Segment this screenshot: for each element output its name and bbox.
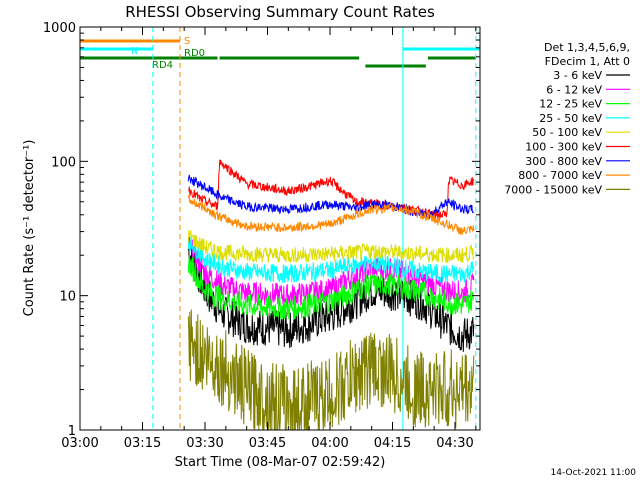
- legend-header-line-2: FDecim 1, Att 0: [545, 55, 630, 68]
- y-axis: 1 10 100 1000: [43, 21, 480, 439]
- x-tick-label: 03:30: [186, 436, 223, 451]
- event-markers: [152, 27, 477, 430]
- x-tick-label: 04:00: [311, 436, 348, 451]
- series-line-300-800-kev: [187, 174, 475, 220]
- legend-label-50-100-kev: 50 - 100 keV: [532, 126, 602, 139]
- x-tick-label: 03:00: [61, 436, 98, 451]
- legend-header-line-1: Det 1,3,4,5,6,9,: [544, 41, 630, 54]
- y-tick-label: 10: [59, 290, 76, 305]
- x-axis: 03:00 03:15 03:30 03:45 04:00 04:15 04:30: [61, 27, 477, 451]
- x-axis-label: Start Time (08-Mar-07 02:59:42): [175, 455, 386, 470]
- series-line-25-50-kev: [187, 234, 475, 283]
- legend-label-6-12-kev: 6 - 12 keV: [546, 83, 602, 96]
- legend-label-300-800-kev: 300 - 800 keV: [525, 155, 602, 168]
- series-lines: [187, 159, 475, 431]
- legend-label-3-6-kev: 3 - 6 keV: [553, 69, 602, 82]
- series-line-7000-15000-kev: [187, 309, 475, 431]
- flag-rd0-label: RD0: [184, 48, 205, 59]
- legend-label-12-25-kev: 12 - 25 keV: [539, 98, 602, 111]
- legend-label-100-300-kev: 100 - 300 keV: [525, 141, 602, 154]
- x-tick-label: 04:15: [374, 436, 411, 451]
- legend-label-25-50-kev: 25 - 50 keV: [539, 112, 602, 125]
- footer-timestamp: 14-Oct-2021 11:00: [551, 468, 637, 478]
- legend-label-7000-15000-kev: 7000 - 15000 keV: [504, 183, 602, 196]
- y-axis-label: Count Rate (s⁻¹ detector⁻¹): [22, 140, 37, 317]
- x-tick-label: 04:30: [436, 436, 473, 451]
- flag-s-label: S: [184, 36, 190, 47]
- series-line-12-25-kev: [187, 255, 474, 320]
- flag-rd4-label: RD4: [152, 60, 173, 71]
- y-tick-label: 100: [51, 155, 76, 170]
- x-tick-label: 03:15: [124, 436, 161, 451]
- legend-label-800-7000-kev: 800 - 7000 keV: [518, 169, 602, 182]
- y-tick-label: 1000: [43, 21, 76, 36]
- chart-title: RHESSI Observing Summary Count Rates: [125, 3, 435, 21]
- series-line-50-100-kev: [187, 229, 475, 265]
- y-tick-label: 1: [68, 424, 76, 439]
- legend: Det 1,3,4,5,6,9, FDecim 1, Att 0 3 - 6 k…: [504, 41, 630, 196]
- series-line-100-300-kev: [188, 159, 475, 220]
- plot-frame: [79, 26, 481, 431]
- series-line-800-7000-kev: [187, 194, 475, 235]
- series-line-6-12-kev: [187, 236, 475, 308]
- flag-bars: S N RD4 RD0: [80, 36, 480, 71]
- flag-n-label: N: [131, 46, 138, 57]
- x-tick-label: 03:45: [249, 436, 286, 451]
